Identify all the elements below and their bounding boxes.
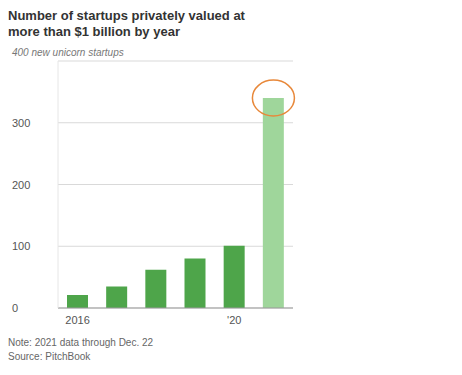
html-text:Number of startups privately v: Number of startups privately valued at m… <box>8 8 245 39</box>
svg-text:300: 300 <box>12 117 30 129</box>
svg-text:2016: 2016 <box>65 314 89 326</box>
html-text:Source: PitchBook: Source: PitchBook <box>8 351 91 362</box>
svg-text:400 new unicorn startups: 400 new unicorn startups <box>12 47 124 58</box>
svg-text:200: 200 <box>12 179 30 191</box>
svg-text:100: 100 <box>12 240 30 252</box>
svg-text:'20: '20 <box>227 314 241 326</box>
svg-text:0: 0 <box>12 302 18 314</box>
html-text:Note: 2021 data through Dec. 2: Note: 2021 data through Dec. 22 <box>8 337 154 348</box>
